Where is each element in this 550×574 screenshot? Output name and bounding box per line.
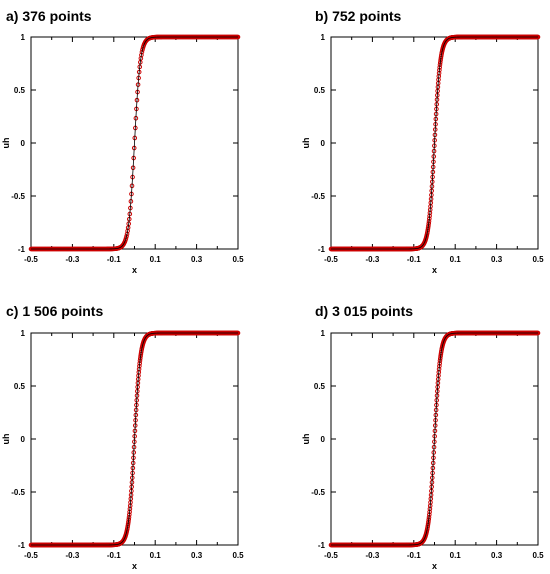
x-tick-label: 0.1 — [150, 551, 162, 560]
series-line — [331, 332, 538, 546]
x-tick-label: -0.3 — [66, 551, 80, 560]
data-point — [123, 236, 129, 241]
series-line — [331, 36, 538, 250]
series-line — [31, 36, 238, 250]
x-axis-label: x — [132, 561, 137, 571]
y-tick-label: -1 — [318, 245, 326, 254]
y-tick-label: -1 — [18, 541, 26, 550]
x-tick-label: 0.5 — [532, 255, 544, 264]
y-tick-label: -1 — [18, 245, 26, 254]
x-tick-label: -0.3 — [366, 255, 380, 264]
chart-panel-c: c) 1 506 points -0.5 -0.3 -0.1 0.1 0.3 0.5 1 0.… — [0, 295, 275, 574]
y-tick-label: 1 — [321, 329, 326, 338]
y-tick-label: -1 — [318, 541, 326, 550]
x-tick-label: -0.1 — [107, 551, 121, 560]
y-axis-label: uh — [301, 434, 311, 445]
y-tick-label: 1 — [321, 33, 326, 42]
x-tick-label: 0.3 — [491, 255, 503, 264]
x-tick-label: -0.5 — [24, 255, 38, 264]
y-tick-label: 0.5 — [314, 382, 326, 391]
x-tick-label: 0.1 — [150, 255, 162, 264]
chart-title: b) 752 points — [315, 8, 402, 24]
y-tick-label: 0.5 — [314, 86, 326, 95]
x-tick-label: 0.5 — [232, 551, 244, 560]
x-tick-label: 0.3 — [491, 551, 503, 560]
x-tick-label: -0.5 — [324, 551, 338, 560]
chart-panel-a: a) 376 points -0.5 -0.3 -0.1 0.1 0.3 0.5 1 0.5 0… — [0, 0, 275, 287]
y-tick-label: -0.5 — [311, 488, 325, 497]
y-tick-label: 0 — [321, 139, 326, 148]
x-tick-label: 0.5 — [532, 551, 544, 560]
x-tick-label: 0.5 — [232, 255, 244, 264]
y-tick-label: 0 — [21, 139, 26, 148]
x-axis-label: x — [432, 561, 437, 571]
x-axis-label: x — [132, 265, 137, 275]
x-tick-label: -0.5 — [24, 551, 38, 560]
x-tick-label: -0.5 — [324, 255, 338, 264]
x-tick-label: 0.3 — [191, 551, 203, 560]
x-tick-label: -0.1 — [407, 255, 421, 264]
y-tick-label: -0.5 — [11, 192, 25, 201]
x-tick-label: -0.3 — [66, 255, 80, 264]
x-tick-label: 0.3 — [191, 255, 203, 264]
chart-panel-d: d) 3 015 points -0.5 -0.3 -0.1 0.1 0.3 0.5 1 0.… — [275, 295, 550, 574]
y-tick-label: 1 — [21, 329, 26, 338]
y-tick-label: 0.5 — [14, 86, 26, 95]
x-tick-label: 0.1 — [450, 255, 462, 264]
y-tick-label: -0.5 — [11, 488, 25, 497]
chart-title: c) 1 506 points — [6, 303, 104, 319]
y-axis-label: uh — [1, 434, 11, 445]
x-axis-label: x — [432, 265, 437, 275]
chart-title: d) 3 015 points — [315, 303, 414, 319]
x-tick-label: -0.1 — [407, 551, 421, 560]
y-tick-label: -0.5 — [311, 192, 325, 201]
y-tick-label: 0 — [21, 435, 26, 444]
x-tick-label: -0.3 — [366, 551, 380, 560]
y-tick-label: 0 — [321, 435, 326, 444]
x-tick-label: 0.1 — [450, 551, 462, 560]
chart-title: a) 376 points — [6, 8, 92, 24]
series-line — [31, 332, 238, 546]
y-tick-label: 0.5 — [14, 382, 26, 391]
chart-panel-b: b) 752 points -0.5 -0.3 -0.1 0.1 0.3 0.5 1 0.5 0… — [275, 0, 550, 287]
y-tick-label: 1 — [21, 33, 26, 42]
y-axis-label: uh — [301, 138, 311, 149]
y-axis-label: uh — [1, 138, 11, 149]
x-tick-label: -0.1 — [107, 255, 121, 264]
